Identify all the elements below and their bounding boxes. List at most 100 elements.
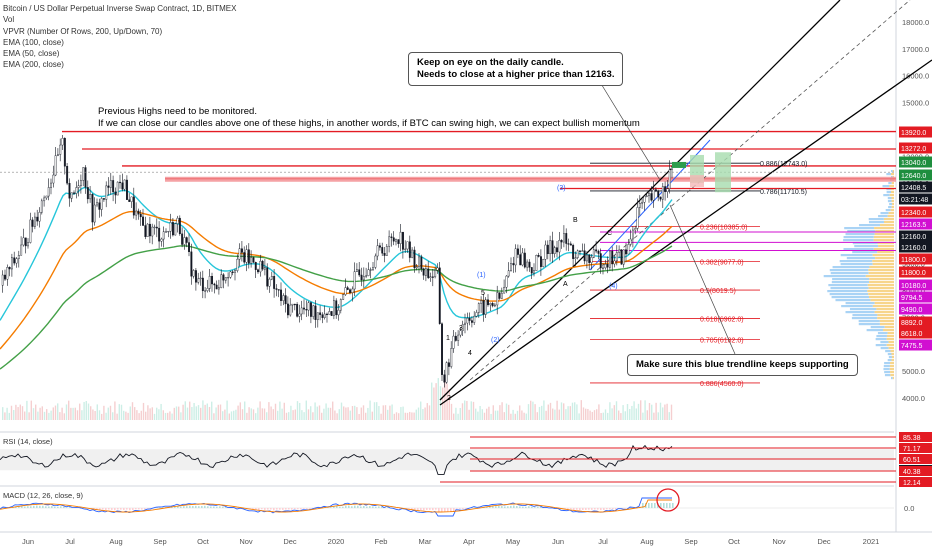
price-label-text: 13272.0 bbox=[901, 146, 926, 153]
volume-bar bbox=[131, 402, 134, 420]
ema-100-line bbox=[0, 210, 673, 350]
candle-body bbox=[546, 244, 549, 255]
macd-hist-bar bbox=[486, 506, 488, 508]
candle-body bbox=[206, 288, 209, 291]
macd-hist-bar bbox=[237, 508, 239, 509]
volume-bar bbox=[24, 411, 26, 420]
macd-hist-bar bbox=[606, 508, 608, 510]
volume-bar bbox=[417, 407, 420, 420]
fib-level-label: 0.705(6182.0) bbox=[700, 337, 744, 344]
volume-bar bbox=[98, 410, 101, 420]
volume-bar bbox=[455, 407, 457, 420]
candle-body bbox=[227, 277, 230, 279]
volume-bar bbox=[323, 408, 325, 420]
candle-body bbox=[434, 270, 437, 278]
macd-hist-bar bbox=[297, 508, 299, 510]
volume-bar bbox=[347, 407, 349, 420]
vpvr-up-bar bbox=[885, 209, 891, 212]
candle-body bbox=[645, 195, 648, 197]
candle-body bbox=[119, 181, 122, 184]
vpvr-up-bar bbox=[875, 338, 887, 341]
ema-200-line bbox=[0, 245, 673, 370]
candle-body bbox=[188, 242, 191, 253]
macd-hist-bar bbox=[372, 506, 374, 508]
volume-bar bbox=[19, 404, 21, 420]
volume-bar bbox=[32, 408, 35, 420]
price-label-box bbox=[899, 316, 932, 328]
candle-body bbox=[491, 303, 494, 307]
macd-hist-bar bbox=[30, 506, 32, 508]
macd-hist-bar bbox=[579, 508, 581, 511]
candle-body bbox=[84, 167, 87, 188]
volume-bar bbox=[512, 409, 514, 420]
volume-bar bbox=[536, 412, 538, 420]
wave-label: A bbox=[563, 281, 568, 288]
candle-body bbox=[125, 179, 128, 200]
price-tick-label: 17000.0 bbox=[902, 45, 929, 54]
candle-body bbox=[606, 263, 609, 268]
rsi-level-label: 60.51 bbox=[903, 457, 921, 464]
candle-body bbox=[153, 226, 156, 229]
macd-hist-bar bbox=[300, 508, 302, 510]
volume-bar bbox=[290, 405, 292, 420]
volume-bar bbox=[266, 412, 268, 420]
macd-hist-bar bbox=[201, 505, 203, 508]
vpvr-down-bar bbox=[890, 209, 894, 212]
volume-bar bbox=[250, 408, 252, 420]
candle-body bbox=[284, 295, 287, 305]
volume-bar bbox=[2, 407, 4, 420]
candle-body bbox=[622, 249, 625, 265]
wave-label: 3 bbox=[459, 325, 463, 332]
volume-bar bbox=[46, 409, 48, 420]
macd-hist-bar bbox=[588, 508, 590, 510]
macd-hist-bar bbox=[132, 508, 134, 510]
volume-bar bbox=[365, 412, 367, 420]
price-label-box bbox=[899, 206, 932, 218]
volume-bar bbox=[90, 406, 92, 420]
volume-bar bbox=[118, 404, 120, 420]
resistance-zone bbox=[165, 176, 896, 182]
macd-hist-bar bbox=[519, 506, 521, 508]
volume-bar bbox=[145, 411, 147, 420]
vpvr-up-bar bbox=[887, 353, 892, 356]
fib-level-label: 0.382(9077.0) bbox=[700, 260, 744, 267]
macd-hist-bar bbox=[333, 506, 335, 508]
macd-hist-bar bbox=[462, 508, 464, 510]
volume-bar bbox=[615, 401, 618, 420]
macd-hist-bar bbox=[534, 507, 536, 508]
candle-body bbox=[130, 196, 133, 202]
macd-hist-bar bbox=[18, 506, 20, 508]
price-label-text: 12640.0 bbox=[901, 173, 926, 180]
macd-hist-bar bbox=[195, 505, 197, 508]
candle-body bbox=[298, 313, 301, 317]
vpvr-up-bar bbox=[852, 242, 878, 245]
candle-body bbox=[581, 250, 584, 252]
volume-bar bbox=[87, 403, 90, 420]
candle-body bbox=[517, 248, 519, 255]
candle-body bbox=[381, 247, 384, 254]
volume-bar bbox=[52, 407, 54, 420]
macd-hist-bar bbox=[387, 507, 389, 508]
volume-bar bbox=[175, 406, 178, 420]
candle-body bbox=[526, 261, 529, 268]
vpvr-up-bar bbox=[852, 251, 878, 254]
vpvr-up-bar bbox=[884, 371, 891, 374]
candle-body bbox=[296, 304, 299, 317]
volume-bar bbox=[17, 407, 19, 420]
candle-body bbox=[652, 189, 655, 201]
vpvr-up-bar bbox=[851, 317, 878, 320]
volume-bar bbox=[140, 410, 142, 420]
candle-body bbox=[374, 255, 377, 268]
candle-body bbox=[319, 312, 322, 315]
wave-label: 2 bbox=[447, 395, 451, 402]
candle-body bbox=[224, 277, 227, 281]
candle-body bbox=[73, 192, 76, 194]
volume-bar bbox=[508, 404, 510, 420]
candle-body bbox=[588, 254, 591, 263]
vpvr-down-bar bbox=[888, 212, 894, 215]
macd-hist-bar bbox=[615, 508, 617, 510]
price-label-text: 8618.0 bbox=[901, 331, 923, 338]
candle-body bbox=[4, 274, 7, 280]
volume-bar bbox=[554, 409, 556, 420]
